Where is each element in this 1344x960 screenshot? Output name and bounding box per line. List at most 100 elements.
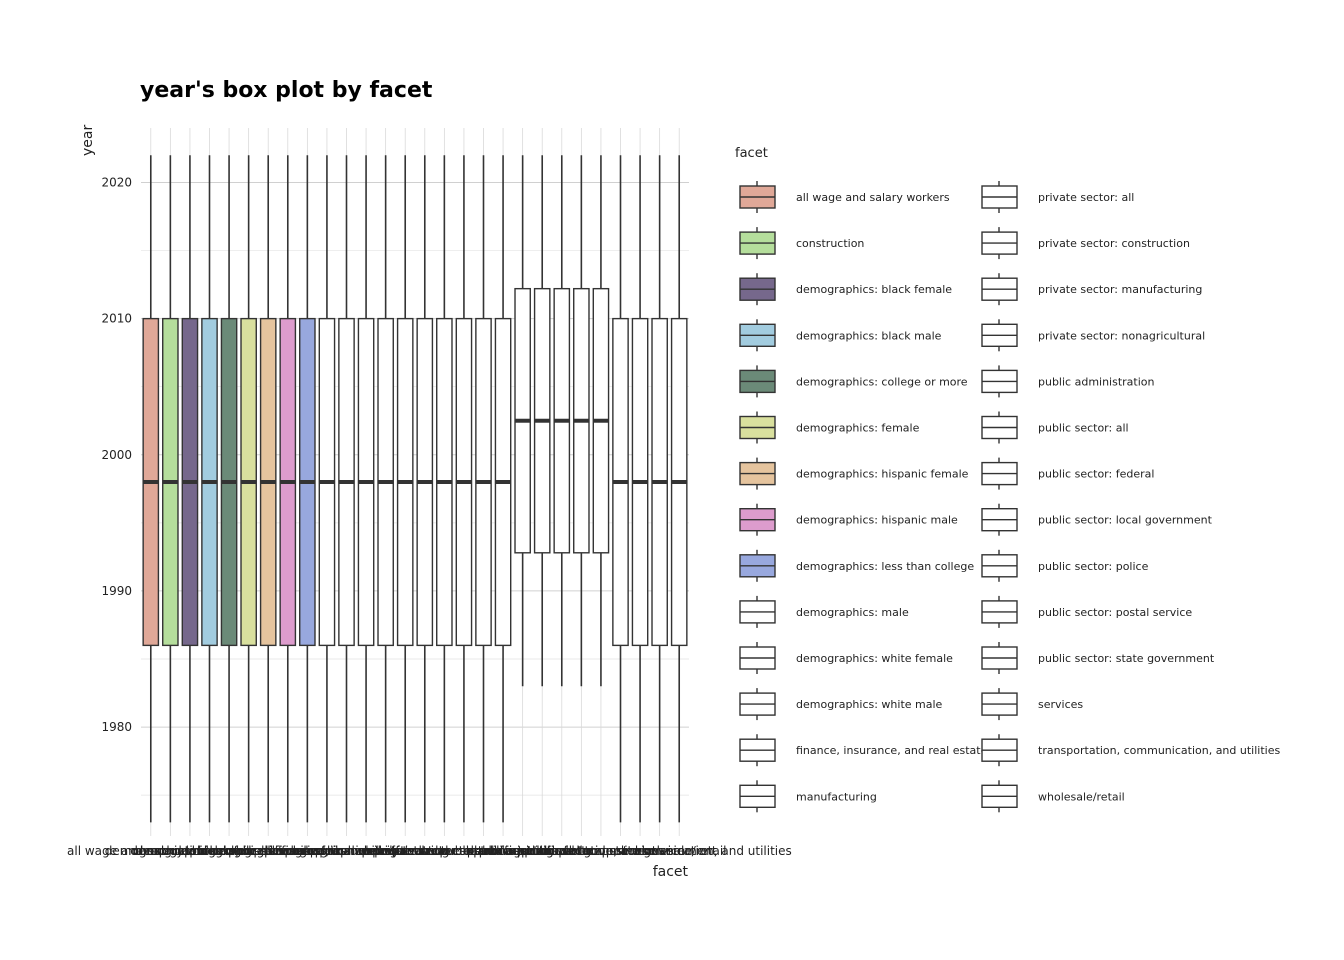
x-tick-label: private sector: all (372, 844, 477, 858)
box-18 (475, 155, 492, 823)
box-28 (670, 155, 688, 823)
legend-item: finance, insurance, and real estate (739, 734, 988, 767)
legend-item: demographics: hispanic female (739, 457, 969, 490)
legend-item: wholesale/retail (981, 780, 1125, 813)
legend-label: private sector: manufacturing (1038, 283, 1202, 296)
x-tick-label: demographics: hispanic male (200, 844, 376, 858)
legend-item: public sector: postal service (981, 595, 1192, 628)
legend-item: private sector: all (981, 181, 1134, 213)
legend-label: public sector: police (1038, 560, 1149, 573)
legend-item: demographics: hispanic male (739, 503, 958, 536)
x-tick-label: finance, insurance, and real estate (281, 844, 490, 858)
x-tick-label: public sector: federal (479, 844, 606, 858)
box-17 (455, 155, 473, 823)
x-tick-label: public administration (440, 844, 567, 858)
legend-item: construction (739, 227, 864, 260)
legend-item: public sector: police (981, 549, 1149, 582)
x-tick-label: demographics: hispanic female (174, 844, 362, 858)
legend-label: private sector: all (1038, 191, 1134, 204)
chart-title: year's box plot by facet (140, 78, 433, 103)
legend-item: demographics: black male (739, 319, 942, 352)
legend-item: public sector: all (981, 411, 1129, 444)
y-tick-label: 2000 (101, 448, 132, 462)
legend-item: services (981, 688, 1083, 721)
legend-item: private sector: construction (981, 227, 1190, 260)
y-tick-label: 1990 (101, 584, 132, 598)
legend-label: demographics: college or more (796, 375, 968, 388)
x-tick-label: manufacturing (361, 844, 449, 858)
legend-item: public administration (981, 365, 1155, 398)
legend-item: private sector: nonagricultural (981, 319, 1205, 352)
legend-label: demographics: hispanic female (796, 468, 969, 481)
legend-label: public sector: postal service (1038, 606, 1192, 619)
box-5 (220, 155, 238, 823)
x-tick-label: demographics: less than college (210, 844, 404, 858)
box-8 (279, 155, 297, 823)
x-tick-label: demographics: black female (105, 844, 275, 858)
x-tick-label: demographics: college or more (135, 844, 322, 858)
y-axis-ticks: 1980 1990 2000 2010 2020 (101, 175, 132, 734)
box-11 (338, 155, 355, 823)
box-6 (240, 155, 257, 823)
legend-label: finance, insurance, and real estate (796, 744, 988, 757)
x-tick-label: private sector: manufacturing (374, 844, 553, 858)
x-tick-label: public sector: state government (524, 844, 716, 858)
box-21 (533, 155, 551, 687)
legend-item: demographics: black female (739, 273, 952, 306)
box-27 (651, 155, 668, 823)
x-tick-label: demographics: female (181, 844, 316, 858)
legend-item: demographics: female (739, 411, 920, 444)
y-tick-label: 1980 (101, 720, 132, 734)
box-9 (299, 155, 316, 823)
legend-item: demographics: male (739, 595, 909, 628)
y-axis-title: year (80, 125, 96, 156)
legend-item: public sector: local government (981, 503, 1213, 536)
box-23 (573, 155, 590, 687)
box-19 (494, 155, 512, 823)
legend-title: facet (735, 146, 768, 161)
legend-item: public sector: federal (981, 457, 1154, 490)
box-15 (416, 155, 434, 823)
box-7 (259, 155, 277, 823)
x-tick-label: public sector: all (473, 844, 572, 858)
legend-label: all wage and salary workers (796, 191, 950, 204)
legend-label: construction (796, 237, 864, 250)
legend-label: demographics: male (796, 606, 909, 619)
x-tick-label: private sector: construction (361, 844, 527, 858)
legend-item: public sector: state government (981, 642, 1215, 674)
legend-label: demographics: less than college (796, 560, 974, 573)
legend-item: demographics: less than college (739, 549, 974, 582)
box-22 (553, 155, 571, 687)
legend-label: wholesale/retail (1038, 790, 1125, 803)
legend-label: public sector: all (1038, 422, 1129, 435)
legend-label: transportation, communication, and utili… (1038, 744, 1280, 757)
legend-label: demographics: black female (796, 283, 952, 296)
legend-label: public sector: federal (1038, 468, 1154, 481)
legend-label: demographics: hispanic male (796, 514, 958, 527)
legend-label: demographics: white male (796, 698, 943, 711)
legend-label: demographics: white female (796, 652, 953, 665)
legend-label: public sector: state government (1038, 652, 1215, 665)
x-axis-ticks: all wage and salary workersconstructiond… (67, 844, 792, 858)
x-tick-label: demographics: male (265, 844, 388, 858)
legend-item: transportation, communication, and utili… (981, 734, 1280, 767)
legend-item: all wage and salary workers (739, 181, 950, 213)
box-10 (318, 155, 336, 823)
y-tick-label: 2020 (101, 175, 132, 189)
box-26 (631, 155, 649, 823)
box-24 (592, 155, 610, 687)
box-4 (201, 155, 218, 823)
legend-label: private sector: construction (1038, 237, 1190, 250)
x-tick-label: public sector: postal service (517, 844, 685, 858)
legend-item: demographics: white male (739, 688, 943, 721)
x-tick-label: public sector: local government (467, 844, 657, 858)
legend-label: services (1038, 698, 1083, 711)
legend-label: demographics: black male (796, 329, 942, 342)
box-12 (357, 155, 375, 823)
legend-item: private sector: manufacturing (981, 273, 1202, 306)
legend-label: public administration (1038, 375, 1155, 388)
box-2 (162, 155, 179, 823)
x-tick-label: demographics: white male (286, 844, 446, 858)
x-tick-label: transportation, communication, and utili… (528, 844, 792, 858)
